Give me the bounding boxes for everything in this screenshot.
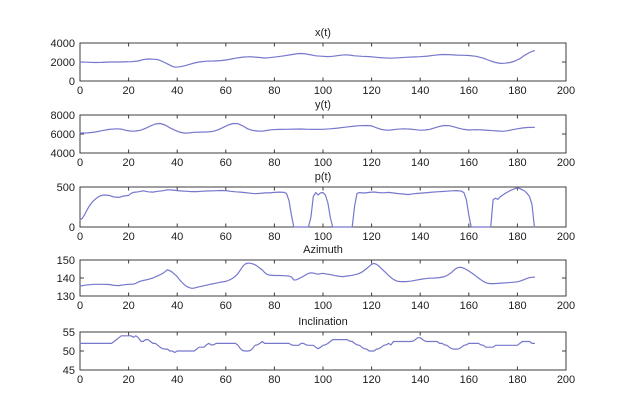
series-line xyxy=(79,122,536,134)
x-tick-label: 160 xyxy=(460,85,478,97)
x-tick-label: 120 xyxy=(362,374,380,386)
x-tick-label: 160 xyxy=(460,300,478,312)
y-tick-label: 130 xyxy=(57,291,75,303)
axes-frame xyxy=(79,331,567,371)
y-tick-label: 45 xyxy=(63,365,75,377)
x-tick-label: 180 xyxy=(508,157,526,169)
y-tick-label: 8000 xyxy=(51,110,75,122)
x-tick-label: 140 xyxy=(411,231,429,243)
subplot-title-pt: p(t) xyxy=(314,171,332,183)
y-tick-label: 500 xyxy=(57,182,75,194)
x-tick-label: 140 xyxy=(411,374,429,386)
x-tick-label: 20 xyxy=(122,231,134,243)
subplot-title-yt: y(t) xyxy=(315,99,331,111)
x-tick-label: 60 xyxy=(220,85,232,97)
subplot-title-azimuth: Azimuth xyxy=(303,244,343,256)
x-tick-label: 80 xyxy=(268,374,280,386)
x-tick-label: 140 xyxy=(411,300,429,312)
y-tick-label: 50 xyxy=(63,346,75,358)
series-line xyxy=(79,187,536,228)
x-tick-label: 200 xyxy=(557,157,575,169)
x-tick-label: 60 xyxy=(220,157,232,169)
x-tick-label: 20 xyxy=(122,85,134,97)
subplot-Inclination: 0 20 40 60 80 100 120 140 160 180 200 45 50 55 xyxy=(63,327,575,386)
x-tick-label: 40 xyxy=(171,374,183,386)
x-tick-label: 100 xyxy=(314,374,332,386)
subplot-Azimuth: 0 20 40 60 80 100 120 140 160 180 200 130 140 150 xyxy=(57,255,576,312)
x-tick-label: 0 xyxy=(77,157,83,169)
x-tick-label: 140 xyxy=(411,85,429,97)
x-tick-label: 120 xyxy=(362,157,380,169)
y-tick-label: 0 xyxy=(69,222,75,234)
x-tick-label: 40 xyxy=(171,157,183,169)
x-tick-label: 200 xyxy=(557,231,575,243)
subplot-p(t): 0 20 40 60 80 100 120 140 160 180 200 0 500 xyxy=(57,182,576,243)
x-tick-label: 0 xyxy=(77,85,83,97)
x-tick-label: 200 xyxy=(557,85,575,97)
axes-frame xyxy=(79,114,567,154)
series-line xyxy=(79,262,536,289)
x-tick-label: 20 xyxy=(122,374,134,386)
x-tick-label: 0 xyxy=(77,300,83,312)
x-tick-label: 60 xyxy=(220,374,232,386)
subplot-title-xt: x(t) xyxy=(315,27,331,39)
x-tick-label: 80 xyxy=(268,85,280,97)
y-tick-label: 4000 xyxy=(51,38,75,50)
x-tick-label: 80 xyxy=(268,300,280,312)
series-line xyxy=(79,49,536,68)
x-tick-label: 100 xyxy=(314,85,332,97)
x-tick-label: 120 xyxy=(362,231,380,243)
x-tick-label: 0 xyxy=(77,374,83,386)
y-tick-label: 4000 xyxy=(51,148,75,160)
x-tick-label: 160 xyxy=(460,374,478,386)
x-tick-label: 100 xyxy=(314,231,332,243)
y-tick-label: 0 xyxy=(69,76,75,88)
x-tick-label: 40 xyxy=(171,231,183,243)
y-tick-label: 150 xyxy=(57,255,75,267)
x-tick-label: 40 xyxy=(171,300,183,312)
x-tick-label: 100 xyxy=(314,300,332,312)
y-tick-label: 55 xyxy=(63,327,75,339)
x-tick-label: 200 xyxy=(557,300,575,312)
x-tick-label: 200 xyxy=(557,374,575,386)
x-tick-label: 160 xyxy=(460,231,478,243)
y-tick-label: 140 xyxy=(57,273,75,285)
x-tick-label: 20 xyxy=(122,300,134,312)
x-tick-label: 160 xyxy=(460,157,478,169)
x-tick-label: 180 xyxy=(508,85,526,97)
x-tick-label: 60 xyxy=(220,300,232,312)
subplot-y(t): 0 20 40 60 80 100 120 140 160 180 200 4000 6000 8000 xyxy=(51,110,576,169)
x-tick-label: 180 xyxy=(508,374,526,386)
x-tick-label: 60 xyxy=(220,231,232,243)
x-tick-label: 80 xyxy=(268,157,280,169)
x-tick-label: 80 xyxy=(268,231,280,243)
x-tick-label: 120 xyxy=(362,300,380,312)
y-tick-label: 2000 xyxy=(51,57,75,69)
x-tick-label: 120 xyxy=(362,85,380,97)
x-tick-label: 180 xyxy=(508,300,526,312)
y-tick-label: 6000 xyxy=(51,129,75,141)
x-tick-label: 180 xyxy=(508,231,526,243)
x-tick-label: 40 xyxy=(171,85,183,97)
subplot-title-inclination: Inclination xyxy=(298,316,348,328)
x-tick-label: 140 xyxy=(411,157,429,169)
x-tick-label: 100 xyxy=(314,157,332,169)
series-line xyxy=(79,335,536,354)
x-tick-label: 20 xyxy=(122,157,134,169)
x-tick-label: 0 xyxy=(77,231,83,243)
